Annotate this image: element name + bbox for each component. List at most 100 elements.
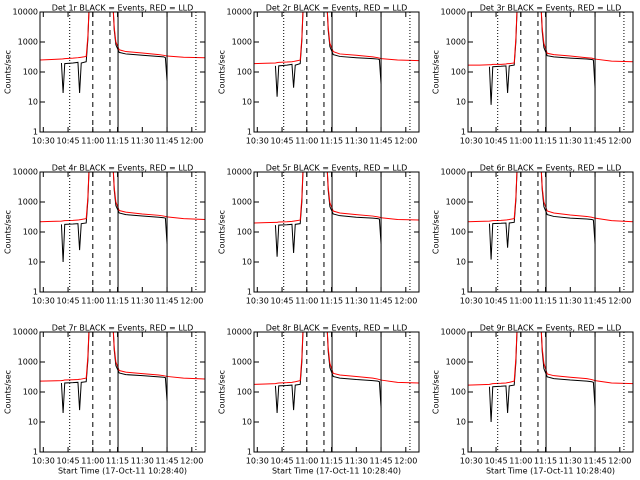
plot-lines: [40, 12, 205, 93]
x-tick-label: 10:45: [271, 137, 294, 146]
x-tick-label: 11:00: [81, 457, 104, 466]
panel: 1 10 100 1000 10000 10:30 10:45 11:00 11:15 11:30…: [218, 324, 420, 476]
chart-title: Det 5r BLACK = Events, RED = LLD: [266, 164, 408, 173]
x-tick-label: 11:45: [156, 137, 179, 146]
x-tick-label: 11:15: [106, 297, 129, 306]
x-tick-label: 11:15: [534, 457, 557, 466]
x-tick-label: 11:00: [81, 137, 104, 146]
plot-lines: [40, 332, 205, 413]
y-tick-label: 100: [451, 388, 466, 397]
y-axis-label: Counts/sec: [218, 210, 227, 254]
series-line: [60, 172, 168, 263]
x-tick-label: 12:00: [608, 137, 631, 146]
y-tick-label: 10: [28, 98, 38, 107]
x-tick-label: 11:15: [534, 297, 557, 306]
y-tick-label: 100: [451, 228, 466, 237]
x-tick-label: 11:00: [81, 297, 104, 306]
y-tick-label: 10: [456, 98, 466, 107]
x-tick-label: 10:30: [460, 457, 483, 466]
y-tick-label: 100: [237, 68, 252, 77]
plot-lines: [468, 12, 633, 105]
x-tick-label: 12:00: [394, 137, 417, 146]
y-tick-label: 1: [33, 448, 38, 457]
x-tick-label: 10:30: [246, 457, 269, 466]
x-tick-label: 11:15: [106, 137, 129, 146]
chart-title: Det 2r BLACK = Events, RED = LLD: [266, 4, 408, 13]
x-tick-label: 12:00: [608, 457, 631, 466]
x-tick-label: 11:45: [584, 137, 607, 146]
y-tick-label: 100: [237, 228, 252, 237]
series-line: [60, 332, 168, 413]
x-tick-label: 12:00: [394, 297, 417, 306]
y-tick-label: 10000: [441, 8, 466, 17]
y-tick-label: 10000: [441, 328, 466, 337]
y-tick-label: 10: [456, 418, 466, 427]
x-tick-label: 12:00: [180, 297, 203, 306]
x-tick-label: 11:00: [509, 457, 532, 466]
plot-lines: [254, 332, 419, 414]
y-tick-label: 10: [456, 258, 466, 267]
series-line: [468, 332, 633, 386]
x-tick-label: 10:45: [485, 137, 508, 146]
panel: 1 10 100 1000 10000 10:30 10:45 11:00 11:15 11:30…: [432, 324, 634, 476]
series-line: [254, 12, 419, 65]
y-tick-label: 10: [28, 418, 38, 427]
series-line: [468, 12, 633, 66]
panel: 1 10 100 1000 10000 10:30 10:45 11:00 11:15 11:30…: [432, 4, 634, 146]
y-tick-label: 10000: [441, 168, 466, 177]
x-tick-label: 10:45: [271, 297, 294, 306]
y-axis-label: Counts/sec: [218, 370, 227, 414]
y-axis-label: Counts/sec: [4, 210, 13, 254]
x-tick-label: 10:30: [32, 137, 55, 146]
series-line: [254, 332, 419, 385]
x-tick-label: 11:30: [131, 457, 154, 466]
series-line: [40, 332, 205, 382]
x-tick-label: 10:45: [485, 457, 508, 466]
series-line: [40, 172, 205, 223]
y-tick-label: 1: [247, 288, 252, 297]
y-tick-label: 1: [461, 288, 466, 297]
y-tick-label: 10000: [13, 328, 38, 337]
y-tick-label: 1: [461, 448, 466, 457]
y-tick-label: 1000: [446, 38, 466, 47]
x-tick-label: 10:30: [460, 297, 483, 306]
x-tick-label: 11:30: [345, 297, 368, 306]
y-tick-label: 1: [247, 448, 252, 457]
plot-lines: [468, 332, 633, 423]
y-tick-label: 1: [461, 128, 466, 137]
x-tick-label: 11:45: [370, 457, 393, 466]
x-tick-label: 11:30: [559, 297, 582, 306]
x-tick-label: 10:45: [485, 297, 508, 306]
x-tick-label: 11:45: [584, 297, 607, 306]
x-tick-label: 11:45: [156, 297, 179, 306]
y-tick-label: 1000: [232, 198, 252, 207]
series-line: [274, 172, 382, 257]
panel: 1 10 100 1000 10000 10:30 10:45 11:00 11:15 11:30…: [432, 164, 634, 306]
y-axis-label: Counts/sec: [4, 370, 13, 414]
chart-title: Det 3r BLACK = Events, RED = LLD: [480, 4, 622, 13]
chart-title: Det 8r BLACK = Events, RED = LLD: [266, 324, 408, 333]
series-line: [488, 332, 596, 423]
x-tick-label: 11:30: [131, 297, 154, 306]
y-axis-label: Counts/sec: [432, 370, 441, 414]
x-axis-label: Start Time (17-Oct-11 10:28:40): [486, 467, 615, 476]
chart-title: Det 7r BLACK = Events, RED = LLD: [52, 324, 194, 333]
x-tick-label: 11:00: [509, 137, 532, 146]
y-axis-label: Counts/sec: [432, 50, 441, 94]
x-tick-label: 10:45: [57, 457, 80, 466]
x-tick-label: 10:30: [460, 137, 483, 146]
plot-lines: [468, 172, 633, 260]
y-tick-label: 1: [247, 128, 252, 137]
x-tick-label: 11:00: [295, 297, 318, 306]
x-tick-label: 11:15: [320, 457, 343, 466]
y-tick-label: 10: [28, 258, 38, 267]
series-line: [488, 172, 596, 260]
series-line: [488, 12, 596, 105]
y-tick-label: 1000: [18, 198, 38, 207]
x-tick-label: 12:00: [608, 297, 631, 306]
y-tick-label: 100: [23, 388, 38, 397]
x-tick-label: 10:30: [32, 457, 55, 466]
series-line: [40, 12, 205, 61]
